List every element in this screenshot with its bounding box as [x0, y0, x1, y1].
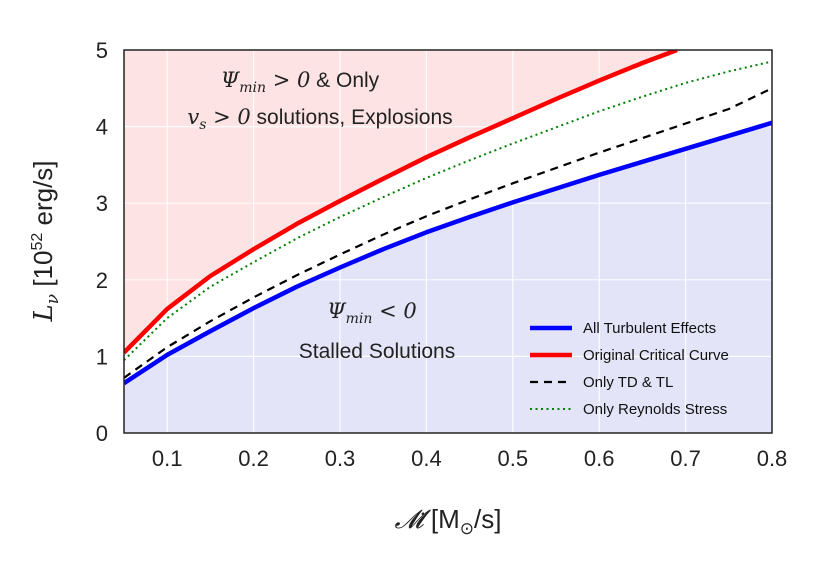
legend-label: Only TD & TL: [583, 374, 673, 391]
plot-frame: [123, 49, 773, 434]
explosion-annotation-line2: vs > 0 solutions, Explosions: [187, 105, 452, 133]
x-tick-label: 0.8: [757, 446, 788, 471]
series-line: [124, 120, 772, 386]
y-tick-label: 5: [96, 38, 108, 63]
x-tick-label: 0.4: [411, 446, 442, 471]
explosion-annotation-line1: Ψmin > 0 & Only: [221, 68, 380, 96]
x-tick-label: 0.6: [584, 446, 615, 471]
legend: All Turbulent Effects Original Critical C…: [530, 320, 729, 418]
x-tick-label: 0.1: [152, 446, 183, 471]
legend-label: Original Critical Curve: [583, 347, 729, 364]
y-tick-label: 3: [96, 191, 108, 216]
x-tick-label: 0.7: [670, 446, 701, 471]
legend-label: Only Reynolds Stress: [583, 401, 727, 418]
y-tick-label: 0: [96, 421, 108, 446]
uncertain-region: [124, 50, 772, 384]
y-tick-labels: 0 1 2 3 4 5: [96, 38, 108, 446]
legend-label: All Turbulent Effects: [583, 320, 716, 337]
explosion-region: [124, 50, 677, 353]
y-tick-label: 1: [96, 344, 108, 369]
x-tick-label: 0.3: [325, 446, 356, 471]
series-layer: [124, 50, 772, 386]
x-tick-label: 0.5: [498, 446, 529, 471]
x-tick-labels: 0.1 0.2 0.3 0.4 0.5 0.6 0.7 0.8: [152, 446, 787, 471]
y-tick-label: 4: [96, 115, 108, 140]
stalled-region: [124, 122, 772, 433]
x-tick-label: 0.2: [238, 446, 269, 471]
stalled-annotation-line1: Ψmin < 0: [327, 299, 417, 327]
series-line: [124, 60, 772, 361]
x-axis-label: 𝓜̇ [M⊙/s]: [395, 504, 502, 538]
stalled-annotation-line2: Stalled Solutions: [299, 340, 455, 363]
series-line: [124, 50, 678, 355]
series-line: [124, 87, 772, 379]
y-axis-label: Lν [1052 erg/s]: [28, 160, 63, 322]
y-tick-label: 2: [96, 268, 108, 293]
